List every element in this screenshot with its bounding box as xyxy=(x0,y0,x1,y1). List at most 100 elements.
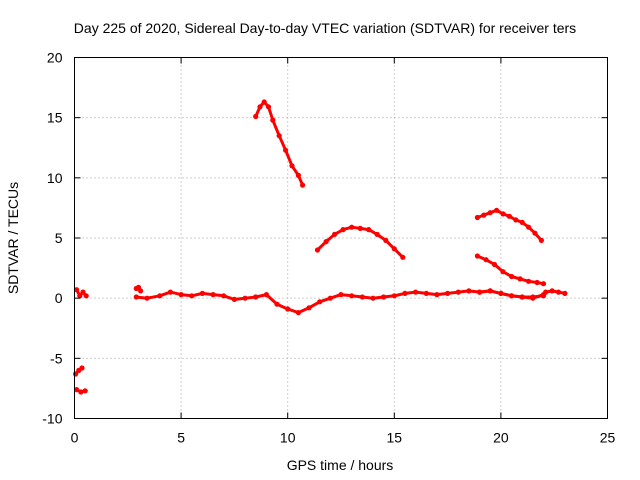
data-point xyxy=(77,293,83,299)
y-axis-label: SDTVAR / TECUs xyxy=(5,182,21,294)
data-point xyxy=(80,289,86,295)
data-point xyxy=(455,289,461,295)
data-point xyxy=(477,289,483,295)
data-point xyxy=(487,210,493,216)
series-arc-05 xyxy=(133,284,144,294)
data-point xyxy=(357,225,363,231)
series-line xyxy=(544,289,567,295)
data-point xyxy=(381,294,387,300)
data-point xyxy=(538,237,545,243)
data-point xyxy=(506,213,512,219)
data-point xyxy=(474,214,480,221)
data-point xyxy=(400,254,406,260)
series-arc-03 xyxy=(74,287,89,299)
y-tick-label: -5 xyxy=(50,350,63,366)
data-point xyxy=(530,295,536,301)
series-arc-08 xyxy=(474,207,545,243)
data-point xyxy=(359,294,365,300)
data-point xyxy=(231,296,237,302)
series-arc-09 xyxy=(474,253,547,287)
data-point xyxy=(413,289,419,295)
x-tick-label: 15 xyxy=(387,430,403,446)
y-tick-label: 0 xyxy=(55,290,63,306)
data-point xyxy=(526,224,532,230)
y-tick-label: 20 xyxy=(47,50,63,66)
series-arc-06 xyxy=(253,99,306,188)
data-point xyxy=(540,281,547,287)
data-point xyxy=(167,289,173,295)
data-point xyxy=(366,227,372,233)
series-arc-02 xyxy=(74,387,88,395)
data-point xyxy=(513,217,519,223)
data-point xyxy=(509,273,515,280)
data-point xyxy=(257,104,263,110)
data-point xyxy=(253,113,259,120)
y-tick-label: 5 xyxy=(55,230,63,246)
data-point xyxy=(481,212,487,218)
data-point xyxy=(483,257,489,263)
data-point xyxy=(474,253,480,259)
data-point xyxy=(74,387,80,393)
x-tick-label: 25 xyxy=(600,430,616,446)
data-point xyxy=(83,293,89,299)
y-tick-label: 15 xyxy=(47,110,63,126)
data-point xyxy=(532,230,538,236)
chart-title: Day 225 of 2020, Sidereal Day-to-day VTE… xyxy=(74,20,576,36)
data-point xyxy=(289,163,295,169)
data-point xyxy=(265,104,272,110)
data-point xyxy=(500,211,506,217)
series-arc-10 xyxy=(477,288,547,301)
data-point xyxy=(74,287,80,293)
data-point xyxy=(340,227,346,233)
data-point xyxy=(519,294,525,300)
data-point xyxy=(263,292,269,298)
data-point xyxy=(317,299,323,305)
data-point xyxy=(327,295,333,301)
data-point xyxy=(283,147,289,153)
data-point xyxy=(434,292,440,298)
data-point xyxy=(555,289,562,295)
data-point xyxy=(199,290,205,296)
data-point xyxy=(349,293,355,299)
data-point xyxy=(526,278,532,284)
data-point xyxy=(487,288,493,294)
data-point xyxy=(374,231,380,237)
data-point xyxy=(549,288,555,294)
data-point xyxy=(494,207,500,213)
data-point xyxy=(332,231,338,237)
data-point xyxy=(133,294,139,300)
data-point xyxy=(562,290,568,296)
data-point xyxy=(285,306,291,312)
data-point xyxy=(391,246,397,252)
x-axis-label: GPS time / hours xyxy=(287,457,394,473)
x-tick-label: 5 xyxy=(177,430,185,446)
data-point xyxy=(402,290,408,296)
series-arc-07 xyxy=(314,224,406,260)
gridlines xyxy=(74,57,608,419)
data-point xyxy=(295,310,301,316)
data-point xyxy=(144,295,150,301)
x-tick-label: 10 xyxy=(280,430,296,446)
data-point xyxy=(491,261,498,268)
data-point xyxy=(79,365,85,371)
series-arc-11 xyxy=(543,288,568,296)
data-point xyxy=(78,389,84,395)
data-point xyxy=(543,289,549,295)
y-tick-label: -10 xyxy=(42,411,62,427)
data-point xyxy=(138,288,144,294)
data-point xyxy=(383,237,389,243)
data-point xyxy=(221,293,227,299)
data-point xyxy=(295,172,301,178)
data-series xyxy=(73,99,568,395)
data-point xyxy=(391,293,397,299)
data-point xyxy=(242,295,248,301)
data-point xyxy=(300,182,306,188)
data-point xyxy=(445,290,451,296)
data-point xyxy=(253,294,259,300)
data-point xyxy=(349,224,355,230)
data-point xyxy=(274,301,280,307)
data-point xyxy=(534,279,540,286)
tick-labels: 0 5 10 15 20 25 -10 -5 0 5 10 15 20 xyxy=(42,50,615,446)
